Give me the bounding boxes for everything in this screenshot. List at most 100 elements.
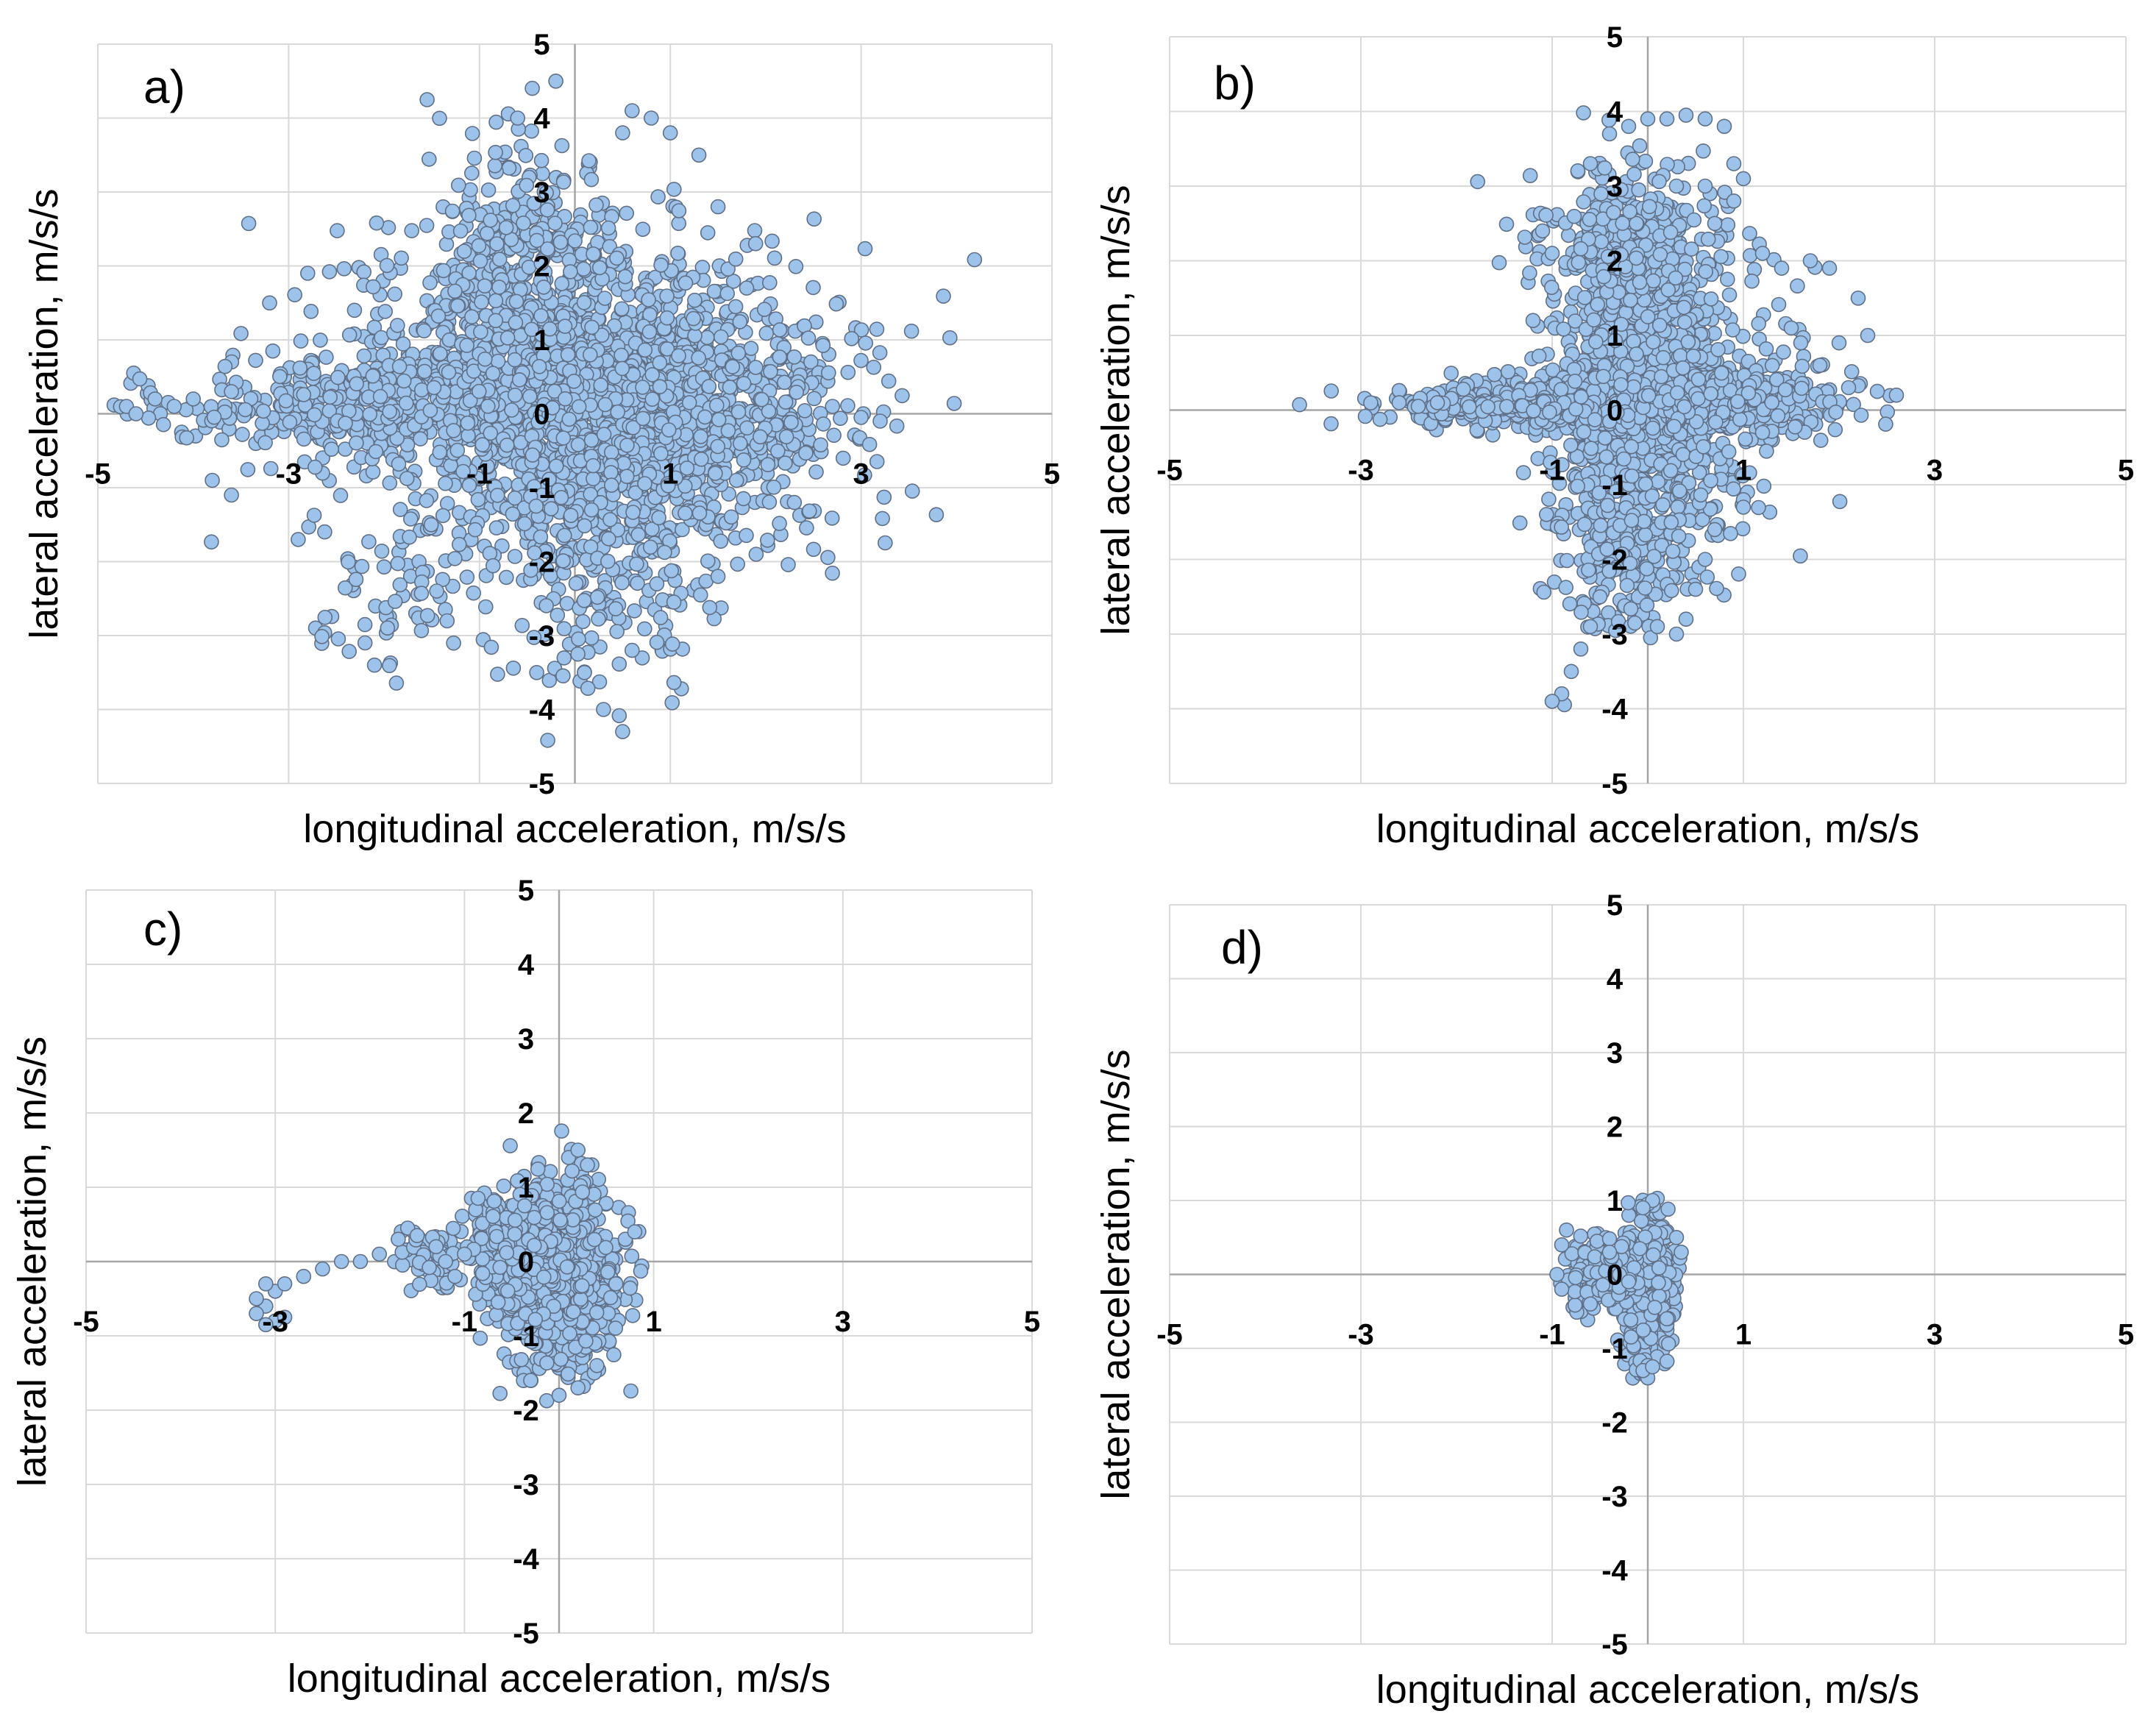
scatter-point <box>743 341 759 356</box>
scatter-point <box>447 550 463 566</box>
scatter-point <box>365 464 381 480</box>
scatter-point <box>391 456 407 472</box>
scatter-point <box>1583 441 1599 456</box>
scatter-point <box>806 391 822 407</box>
scatter-point <box>433 346 448 362</box>
scatter-point <box>602 512 618 527</box>
scatter-point <box>1563 437 1579 453</box>
scatter-point <box>485 366 501 381</box>
scatter-point <box>330 223 345 238</box>
scatter-point <box>563 264 578 280</box>
scatter-point <box>806 280 821 296</box>
scatter-point <box>600 531 616 547</box>
scatter-point <box>483 213 499 228</box>
scatter-point <box>1576 105 1591 121</box>
scatter-point <box>577 518 592 534</box>
scatter-point <box>666 182 682 197</box>
scatter-point <box>584 319 600 335</box>
scatter-point <box>766 479 782 495</box>
scatter-point <box>511 372 527 388</box>
scatter-point <box>710 438 726 455</box>
scatter-point <box>480 398 496 414</box>
x-tick-label: 1 <box>662 458 678 491</box>
scatter-point <box>402 511 419 527</box>
scatter-point <box>463 166 480 181</box>
scatter-point <box>825 399 840 414</box>
scatter-point <box>697 409 713 425</box>
scatter-point <box>866 359 881 375</box>
scatter-point <box>505 660 522 676</box>
scatter-point <box>576 294 592 310</box>
scatter-point <box>422 275 438 291</box>
scatter-point <box>615 125 630 140</box>
scatter-point <box>840 364 856 380</box>
scatter-point <box>488 293 504 309</box>
scatter-point <box>1323 416 1339 432</box>
scatter-point <box>777 374 792 391</box>
scatter-point <box>1598 449 1615 465</box>
scatter-point <box>141 410 157 426</box>
scatter-point <box>619 205 635 221</box>
scatter-point <box>1655 349 1671 366</box>
scatter-point <box>547 216 563 231</box>
scatter-point <box>296 431 312 447</box>
scatter-point <box>825 565 840 581</box>
scatter-point <box>666 675 682 691</box>
scatter-point <box>330 369 346 385</box>
scatter-point <box>723 509 739 525</box>
scatter-point <box>616 455 632 472</box>
y-tick-label: -2 <box>529 547 555 579</box>
scatter-point <box>577 664 592 680</box>
scatter-point <box>365 368 381 384</box>
scatter-point <box>554 276 570 291</box>
scatter-point <box>555 668 571 684</box>
scatter-point <box>314 628 330 644</box>
scatter-point <box>376 559 392 575</box>
scatter-point <box>824 511 840 526</box>
scatter-point <box>1693 487 1709 503</box>
scatter-point <box>466 150 483 166</box>
scatter-point <box>588 197 604 213</box>
scatter-point <box>1323 383 1339 399</box>
scatter-point <box>361 534 377 549</box>
scatter-point <box>583 433 600 448</box>
scatter-point <box>614 347 629 363</box>
scatter-point <box>402 529 417 545</box>
scatter-point <box>447 283 463 299</box>
scatter-point <box>349 376 365 392</box>
scatter-point <box>336 260 352 277</box>
scatter-point <box>661 422 677 438</box>
scatter-point <box>508 315 524 330</box>
x-tick-label: 5 <box>1044 458 1060 491</box>
scatter-point <box>419 218 435 233</box>
scatter-point <box>609 250 625 266</box>
scatter-point <box>583 219 599 235</box>
scatter-point <box>619 437 635 453</box>
scatter-point <box>372 388 388 405</box>
scatter-point <box>147 391 163 407</box>
scatter-point <box>369 215 385 231</box>
scatter-point <box>299 266 316 281</box>
scatter-point <box>603 444 619 460</box>
scatter-point <box>382 475 398 491</box>
scatter-point <box>582 346 598 363</box>
scatter-point <box>555 430 572 446</box>
scatter-point <box>1515 465 1532 480</box>
scatter-point <box>524 447 541 463</box>
scatter-point <box>732 314 748 330</box>
scatter-point <box>404 223 420 238</box>
scatter-point <box>711 412 727 427</box>
scatter-point <box>303 303 319 319</box>
scatter-point <box>446 635 461 651</box>
scatter-point <box>255 403 271 419</box>
scatter-point <box>485 558 501 574</box>
scatter-point <box>835 450 851 466</box>
scatter-point <box>507 387 523 403</box>
scatter-point <box>307 407 322 423</box>
scatter-point <box>1790 278 1805 294</box>
scatter-point <box>691 505 708 521</box>
scatter-point <box>904 483 920 499</box>
scatter-point <box>474 294 489 310</box>
scatter-point <box>566 373 582 389</box>
scatter-point <box>488 114 504 130</box>
